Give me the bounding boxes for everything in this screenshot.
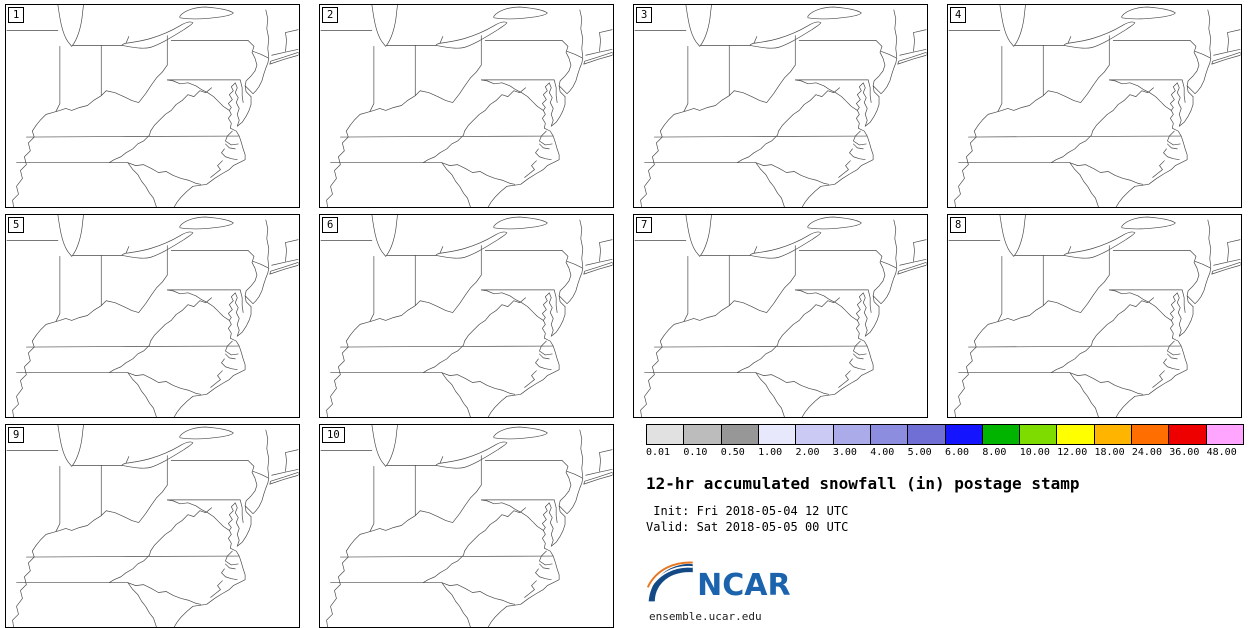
colorbar-tick-label: 18.00 <box>1094 447 1125 458</box>
colorbar-tick-label: 48.00 <box>1206 447 1237 458</box>
colorbar-tick-label: 10.00 <box>1019 447 1050 458</box>
ncar-logo: NCAR <box>646 561 791 603</box>
colorbar-segment <box>757 424 797 445</box>
member-number-label: 7 <box>636 217 653 233</box>
member-panel-7: 7 <box>633 214 928 418</box>
colorbar-segment <box>795 424 834 445</box>
member-panel-2: 2 <box>319 4 614 208</box>
member-number-label: 1 <box>8 7 25 23</box>
member-number-label: 4 <box>950 7 967 23</box>
state-outline-map <box>948 215 1241 417</box>
member-panel-9: 9 <box>5 424 300 628</box>
colorbar-segment <box>720 424 759 445</box>
member-panel-6: 6 <box>319 214 614 418</box>
colorbar-tick-label: 8.00 <box>982 447 1007 458</box>
colorbar-tick-label: 2.00 <box>795 447 820 458</box>
ncar-logo-arc-white <box>646 565 693 593</box>
member-panel-1: 1 <box>5 4 300 208</box>
colorbar-segment <box>1131 424 1170 445</box>
colorbar-segment <box>832 424 871 445</box>
colorbar-segment <box>683 424 722 445</box>
member-panel-3: 3 <box>633 4 928 208</box>
state-outline-map <box>634 5 927 207</box>
init-time: Init: Fri 2018-05-04 12 UTC <box>646 504 849 518</box>
site-url: ensemble.ucar.edu <box>649 610 762 623</box>
colorbar-tick-label: 36.00 <box>1169 447 1200 458</box>
colorbar-segment <box>981 424 1021 445</box>
member-number-label: 5 <box>8 217 25 233</box>
state-outline-map <box>634 215 927 417</box>
colorbar-tick-label: 1.00 <box>758 447 783 458</box>
ncar-logo-arc <box>646 561 693 588</box>
member-number-label: 6 <box>322 217 339 233</box>
plot-title: 12-hr accumulated snowfall (in) postage … <box>646 474 1080 493</box>
member-number-label: 10 <box>322 427 345 443</box>
colorbar-tick-label: 24.00 <box>1131 447 1162 458</box>
colorbar-segment <box>1056 424 1095 445</box>
member-panel-5: 5 <box>5 214 300 418</box>
state-outline-map <box>320 5 613 207</box>
state-outline-map <box>320 425 613 627</box>
colorbar-segment <box>1019 424 1058 445</box>
member-panel-8: 8 <box>947 214 1242 418</box>
init-valid-times: Init: Fri 2018-05-04 12 UTC Valid: Sat 2… <box>646 503 1246 535</box>
member-panel-10: 10 <box>319 424 614 628</box>
colorbar-segment <box>907 424 946 445</box>
member-number-label: 3 <box>636 7 653 23</box>
colorbar-segment <box>944 424 983 445</box>
colorbar-tick-label: 4.00 <box>870 447 895 458</box>
colorbar-tick-label: 0.50 <box>720 447 745 458</box>
colorbar-segment <box>1168 424 1207 445</box>
colorbar-tick-label: 0.10 <box>683 447 708 458</box>
ncar-logo-text: NCAR <box>697 568 790 603</box>
colorbar-tick-label: 5.00 <box>907 447 932 458</box>
colorbar-tick-label: 0.01 <box>646 447 671 458</box>
colorbar <box>646 424 1244 445</box>
colorbar-tick-label: 12.00 <box>1057 447 1088 458</box>
postage-stamp-grid: 1 2 3 4 5 6 7 <box>5 4 1242 628</box>
colorbar-tick-label: 6.00 <box>945 447 970 458</box>
colorbar-segment <box>646 424 685 445</box>
colorbar-ticks: 0.01 0.10 0.50 1.00 2.00 3.00 4.00 5.00 6.00 8.00… <box>646 447 1244 462</box>
valid-time: Valid: Sat 2018-05-05 00 UTC <box>646 520 849 534</box>
colorbar-segment <box>1205 424 1244 445</box>
colorbar-segment <box>869 424 909 445</box>
member-number-label: 2 <box>322 7 339 23</box>
colorbar-tick-label: 3.00 <box>832 447 857 458</box>
colorbar-segment <box>1093 424 1133 445</box>
member-panel-4: 4 <box>947 4 1242 208</box>
member-number-label: 8 <box>950 217 967 233</box>
state-outline-map <box>948 5 1241 207</box>
state-outline-map <box>320 215 613 417</box>
member-number-label: 9 <box>8 427 25 443</box>
legend-area: 0.01 0.10 0.50 1.00 2.00 3.00 4.00 5.00 6.00 8.00… <box>646 424 1246 623</box>
state-outline-map <box>6 5 299 207</box>
state-outline-map <box>6 425 299 627</box>
state-outline-map <box>6 215 299 417</box>
